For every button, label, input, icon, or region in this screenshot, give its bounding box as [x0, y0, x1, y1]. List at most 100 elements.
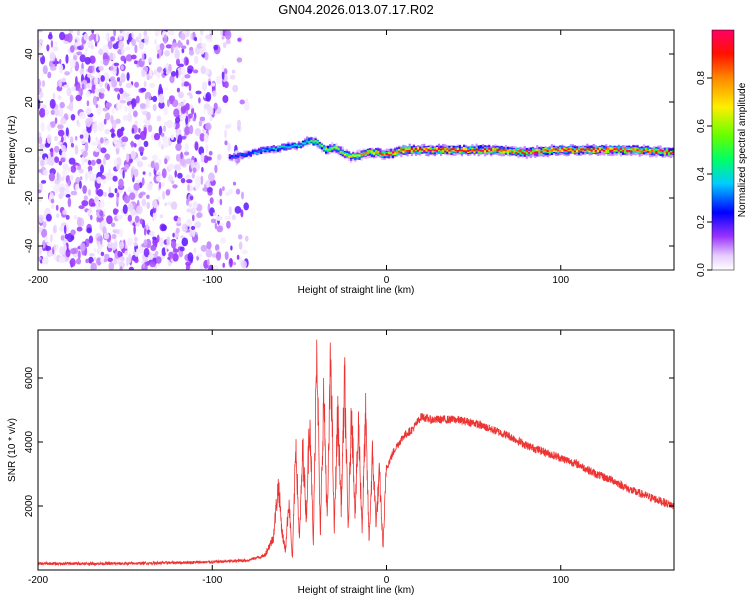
heatmap-cell: [186, 219, 193, 227]
heatmap-track-cell: [402, 149, 405, 154]
heatmap-cell: [38, 189, 42, 194]
heatmap-track-cell: [542, 148, 545, 151]
heatmap-cell: [53, 244, 56, 251]
heatmap-track-cell: [596, 147, 599, 150]
heatmap-track-cell: [667, 151, 671, 156]
heatmap-track-cell: [266, 150, 269, 152]
heatmap-cell: [77, 250, 81, 260]
heatmap-cell: [152, 236, 157, 241]
heatmap-track-cell: [467, 149, 470, 152]
heatmap-cell: [215, 216, 222, 221]
heatmap-track-cell: [425, 147, 428, 150]
heatmap-track-cell: [306, 140, 309, 143]
heatmap-cell: [84, 47, 88, 53]
heatmap-cell: [173, 108, 180, 118]
heatmap-cell: [167, 201, 172, 206]
heatmap-cell: [240, 209, 244, 218]
heatmap-track-cell: [414, 148, 418, 154]
heatmap-track-cell: [276, 146, 280, 149]
heatmap-cell: [184, 151, 190, 156]
heatmap-cell: [225, 38, 231, 45]
heatmap-cell: [83, 33, 89, 41]
heatmap-track-cell: [228, 156, 231, 159]
heatmap-cell: [141, 156, 148, 161]
spectrogram-xtick-label: -100: [202, 275, 222, 286]
heatmap-cell: [186, 208, 192, 213]
heatmap-cell: [100, 174, 106, 180]
heatmap-cell: [199, 47, 205, 55]
heatmap-cell: [41, 180, 47, 184]
heatmap-track-cell: [565, 149, 568, 152]
heatmap-cell: [169, 75, 175, 84]
heatmap-track-cell: [630, 148, 633, 152]
heatmap-cell: [50, 109, 56, 116]
heatmap-cell: [47, 123, 51, 132]
heatmap-track-cell: [552, 148, 556, 151]
heatmap-track-cell: [640, 150, 643, 153]
snr-xtick-label: -200: [28, 575, 48, 586]
heatmap-cell: [195, 90, 202, 95]
heatmap-cell: [178, 249, 184, 258]
heatmap-cell: [53, 226, 56, 234]
heatmap-track-cell: [268, 147, 271, 150]
heatmap-cell: [134, 134, 141, 140]
heatmap-cell: [54, 57, 58, 67]
heatmap-cell: [179, 114, 186, 120]
heatmap-cell: [150, 160, 155, 169]
heatmap-cell: [245, 235, 249, 242]
heatmap-track-cell: [260, 150, 263, 153]
heatmap-cell: [166, 236, 171, 246]
heatmap-cell: [89, 253, 95, 257]
heatmap-cell: [70, 229, 76, 236]
heatmap-cell: [91, 202, 96, 207]
heatmap-track-cell: [632, 147, 635, 150]
heatmap-cell: [135, 95, 140, 104]
heatmap-cell: [161, 224, 167, 231]
heatmap-cell: [192, 69, 199, 74]
heatmap-cell: [141, 177, 145, 186]
heatmap-cell: [100, 251, 105, 257]
heatmap-track-cell: [588, 148, 591, 151]
heatmap-cell: [80, 242, 86, 252]
heatmap-cell: [133, 143, 137, 148]
heatmap-cell: [76, 30, 80, 36]
heatmap-cell: [119, 266, 123, 270]
heatmap-cell: [157, 196, 161, 201]
snr-series-line: [38, 339, 674, 567]
heatmap-track-cell: [624, 147, 627, 150]
heatmap-cell: [209, 197, 214, 205]
heatmap-cell: [112, 43, 119, 50]
heatmap-cell: [70, 114, 76, 121]
heatmap-cell: [38, 169, 43, 173]
heatmap-track-cell: [538, 149, 541, 154]
heatmap-cell: [143, 247, 150, 258]
heatmap-cell: [65, 214, 70, 220]
heatmap-track-cell: [504, 149, 507, 152]
heatmap-track-cell: [582, 148, 585, 151]
heatmap-cell: [194, 128, 201, 136]
heatmap-track-cell: [534, 151, 537, 154]
heatmap-cell: [57, 124, 64, 129]
heatmap-track-cell: [594, 149, 597, 152]
heatmap-cell: [99, 210, 104, 217]
heatmap-track-cell: [398, 150, 401, 153]
heatmap-cell: [224, 30, 232, 40]
heatmap-cell: [38, 42, 42, 52]
heatmap-cell: [189, 124, 194, 135]
heatmap-track-cell: [233, 156, 236, 159]
heatmap-track-cell: [239, 154, 242, 156]
heatmap-cell: [170, 240, 177, 249]
heatmap-cell: [168, 174, 173, 182]
heatmap-cell: [44, 108, 50, 116]
heatmap-cell: [224, 124, 230, 129]
heatmap-track-cell: [312, 140, 315, 143]
snr-y-axis: 2000 4000 6000: [24, 366, 674, 517]
heatmap-track-cell: [289, 146, 292, 149]
heatmap-track-cell: [561, 147, 564, 150]
heatmap-track-cell: [559, 150, 562, 153]
heatmap-cell: [198, 97, 201, 104]
heatmap-cell: [207, 106, 214, 116]
heatmap-cell: [236, 254, 240, 260]
heatmap-cell: [176, 87, 180, 93]
